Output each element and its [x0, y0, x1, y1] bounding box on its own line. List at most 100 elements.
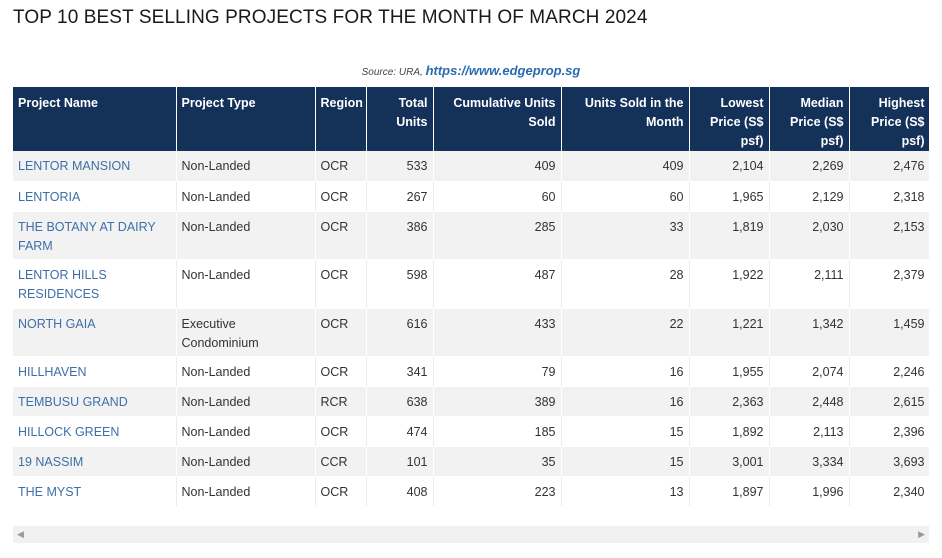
cell-region: OCR [315, 308, 367, 357]
cell-cumulative: 409 [433, 151, 562, 182]
source-line: Source: URA, https://www.edgeprop.sg [0, 63, 942, 78]
cell-name[interactable]: NORTH GAIA [13, 308, 177, 357]
table-row: LENTORIA Non-Landed OCR 267 60 60 1,965 2,129 2,… [13, 181, 929, 212]
cell-total: 533 [366, 151, 434, 182]
cell-month: 13 [561, 476, 690, 507]
header-region: Region [315, 87, 367, 151]
cell-total: 598 [366, 259, 434, 309]
cell-lowest: 1,922 [689, 259, 770, 309]
table-row: 19 NASSIM Non-Landed CCR 101 35 15 3,001 3,334 3… [13, 446, 929, 477]
cell-lowest: 2,363 [689, 386, 770, 417]
table-header-row: Project Name Project Type Region Total U… [13, 87, 929, 151]
cell-region: RCR [315, 386, 367, 417]
cell-name[interactable]: TEMBUSU GRAND [13, 386, 177, 417]
cell-highest: 2,153 [849, 211, 929, 260]
cell-type: Executive Condominium [176, 308, 316, 357]
table-row: THE MYST Non-Landed OCR 408 223 13 1,897 1,996 2… [13, 476, 929, 507]
cell-total: 638 [366, 386, 434, 417]
cell-lowest: 1,965 [689, 181, 770, 212]
cell-region: OCR [315, 356, 367, 387]
cell-name[interactable]: THE MYST [13, 476, 177, 507]
cell-region: OCR [315, 151, 367, 182]
cell-median: 3,334 [769, 446, 850, 477]
cell-name[interactable]: THE BOTANY AT DAIRY FARM [13, 211, 177, 260]
cell-type: Non-Landed [176, 416, 316, 447]
cell-name[interactable]: LENTORIA [13, 181, 177, 212]
cell-total: 341 [366, 356, 434, 387]
cell-month: 409 [561, 151, 690, 182]
cell-total: 267 [366, 181, 434, 212]
cell-median: 2,113 [769, 416, 850, 447]
header-units-month: Units Sold in the Month [561, 87, 690, 151]
cell-lowest: 1,897 [689, 476, 770, 507]
cell-type: Non-Landed [176, 356, 316, 387]
cell-month: 28 [561, 259, 690, 309]
cell-name[interactable]: LENTOR HILLS RESIDENCES [13, 259, 177, 309]
cell-region: OCR [315, 416, 367, 447]
cell-total: 386 [366, 211, 434, 260]
source-label: Source: URA, [361, 67, 423, 78]
table-row: NORTH GAIA Executive Condominium OCR 616 433… [13, 308, 929, 357]
table-row: HILLOCK GREEN Non-Landed OCR 474 185 15 1,892 2… [13, 416, 929, 447]
cell-name[interactable]: LENTOR MANSION [13, 151, 177, 182]
cell-month: 16 [561, 386, 690, 417]
cell-type: Non-Landed [176, 181, 316, 212]
cell-name[interactable]: HILLOCK GREEN [13, 416, 177, 447]
right-arrow-icon[interactable]: ▶ [918, 529, 925, 539]
cell-month: 22 [561, 308, 690, 357]
cell-lowest: 2,104 [689, 151, 770, 182]
cell-name[interactable]: HILLHAVEN [13, 356, 177, 387]
cell-highest: 2,318 [849, 181, 929, 212]
cell-cumulative: 35 [433, 446, 562, 477]
header-median-price: Median Price (S$ psf) [769, 87, 850, 151]
cell-total: 408 [366, 476, 434, 507]
cell-month: 15 [561, 416, 690, 447]
cell-total: 101 [366, 446, 434, 477]
cell-region: OCR [315, 259, 367, 309]
header-lowest-price: Lowest Price (S$ psf) [689, 87, 770, 151]
cell-median: 2,111 [769, 259, 850, 309]
cell-highest: 2,396 [849, 416, 929, 447]
cell-lowest: 1,892 [689, 416, 770, 447]
cell-highest: 1,459 [849, 308, 929, 357]
cell-region: OCR [315, 476, 367, 507]
cell-highest: 2,615 [849, 386, 929, 417]
left-arrow-icon[interactable]: ◀ [17, 529, 24, 539]
header-cumulative-units: Cumulative Units Sold [433, 87, 562, 151]
header-highest-price: Highest Price (S$ psf) [849, 87, 929, 151]
cell-month: 16 [561, 356, 690, 387]
table-container: Project Name Project Type Region Total U… [13, 87, 929, 507]
cell-month: 33 [561, 211, 690, 260]
cell-highest: 2,246 [849, 356, 929, 387]
table-row: LENTOR HILLS RESIDENCES Non-Landed OCR 598 4… [13, 259, 929, 309]
header-total-units: Total Units [366, 87, 434, 151]
cell-type: Non-Landed [176, 386, 316, 417]
cell-lowest: 3,001 [689, 446, 770, 477]
source-link[interactable]: https://www.edgeprop.sg [425, 63, 581, 78]
cell-type: Non-Landed [176, 151, 316, 182]
cell-cumulative: 223 [433, 476, 562, 507]
cell-type: Non-Landed [176, 446, 316, 477]
cell-total: 616 [366, 308, 434, 357]
cell-highest: 2,379 [849, 259, 929, 309]
cell-lowest: 1,819 [689, 211, 770, 260]
cell-type: Non-Landed [176, 259, 316, 309]
cell-median: 1,996 [769, 476, 850, 507]
cell-cumulative: 433 [433, 308, 562, 357]
cell-highest: 2,340 [849, 476, 929, 507]
cell-highest: 2,476 [849, 151, 929, 182]
cell-name[interactable]: 19 NASSIM [13, 446, 177, 477]
cell-total: 474 [366, 416, 434, 447]
cell-median: 2,448 [769, 386, 850, 417]
header-project-type: Project Type [176, 87, 316, 151]
cell-cumulative: 487 [433, 259, 562, 309]
cell-cumulative: 79 [433, 356, 562, 387]
cell-region: CCR [315, 446, 367, 477]
page-title: TOP 10 BEST SELLING PROJECTS FOR THE MON… [13, 7, 648, 28]
cell-month: 15 [561, 446, 690, 477]
table-row: TEMBUSU GRAND Non-Landed RCR 638 389 16 2,363 2… [13, 386, 929, 417]
horizontal-scrollbar[interactable]: ◀ ▶ [13, 526, 929, 543]
cell-lowest: 1,221 [689, 308, 770, 357]
cell-highest: 3,693 [849, 446, 929, 477]
table-row: LENTOR MANSION Non-Landed OCR 533 409 409 2,10… [13, 151, 929, 182]
